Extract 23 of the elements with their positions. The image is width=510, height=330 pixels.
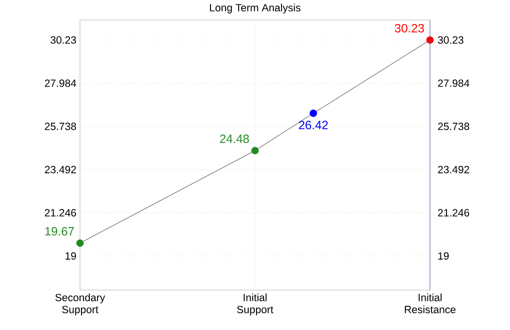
data-label: 19.67 [45,227,74,236]
point [76,239,84,247]
y2-tick-label: 21.246 [438,209,470,216]
y-tick-label: 30.23 [50,36,76,44]
point [310,110,318,117]
y2-tick-label: 27.984 [438,79,470,87]
y-tick-label: 27.984 [44,79,76,87]
data-label: 24.48 [220,134,249,144]
x-tick-label: Secondary Support [55,294,106,316]
y2-tick-label: 23.492 [438,166,470,174]
y2-tick-label: 30.23 [438,36,464,44]
y-tick-label: 25.738 [44,122,76,130]
data-label: 26.42 [298,120,328,130]
data-label: 30.23 [394,24,424,32]
x-tick-label: Initial Resistance [404,294,456,314]
y2-tick-label: 25.738 [438,122,470,130]
x-tick-label: Initial Support [237,294,274,316]
point [251,146,259,154]
chart-title: Long Term Analysis [210,4,300,14]
y-tick-label: 19 [66,252,76,260]
y2-tick-label: 19 [438,252,449,260]
y-tick-label: 21.246 [44,209,76,216]
y-tick-label: 23.492 [44,166,76,174]
